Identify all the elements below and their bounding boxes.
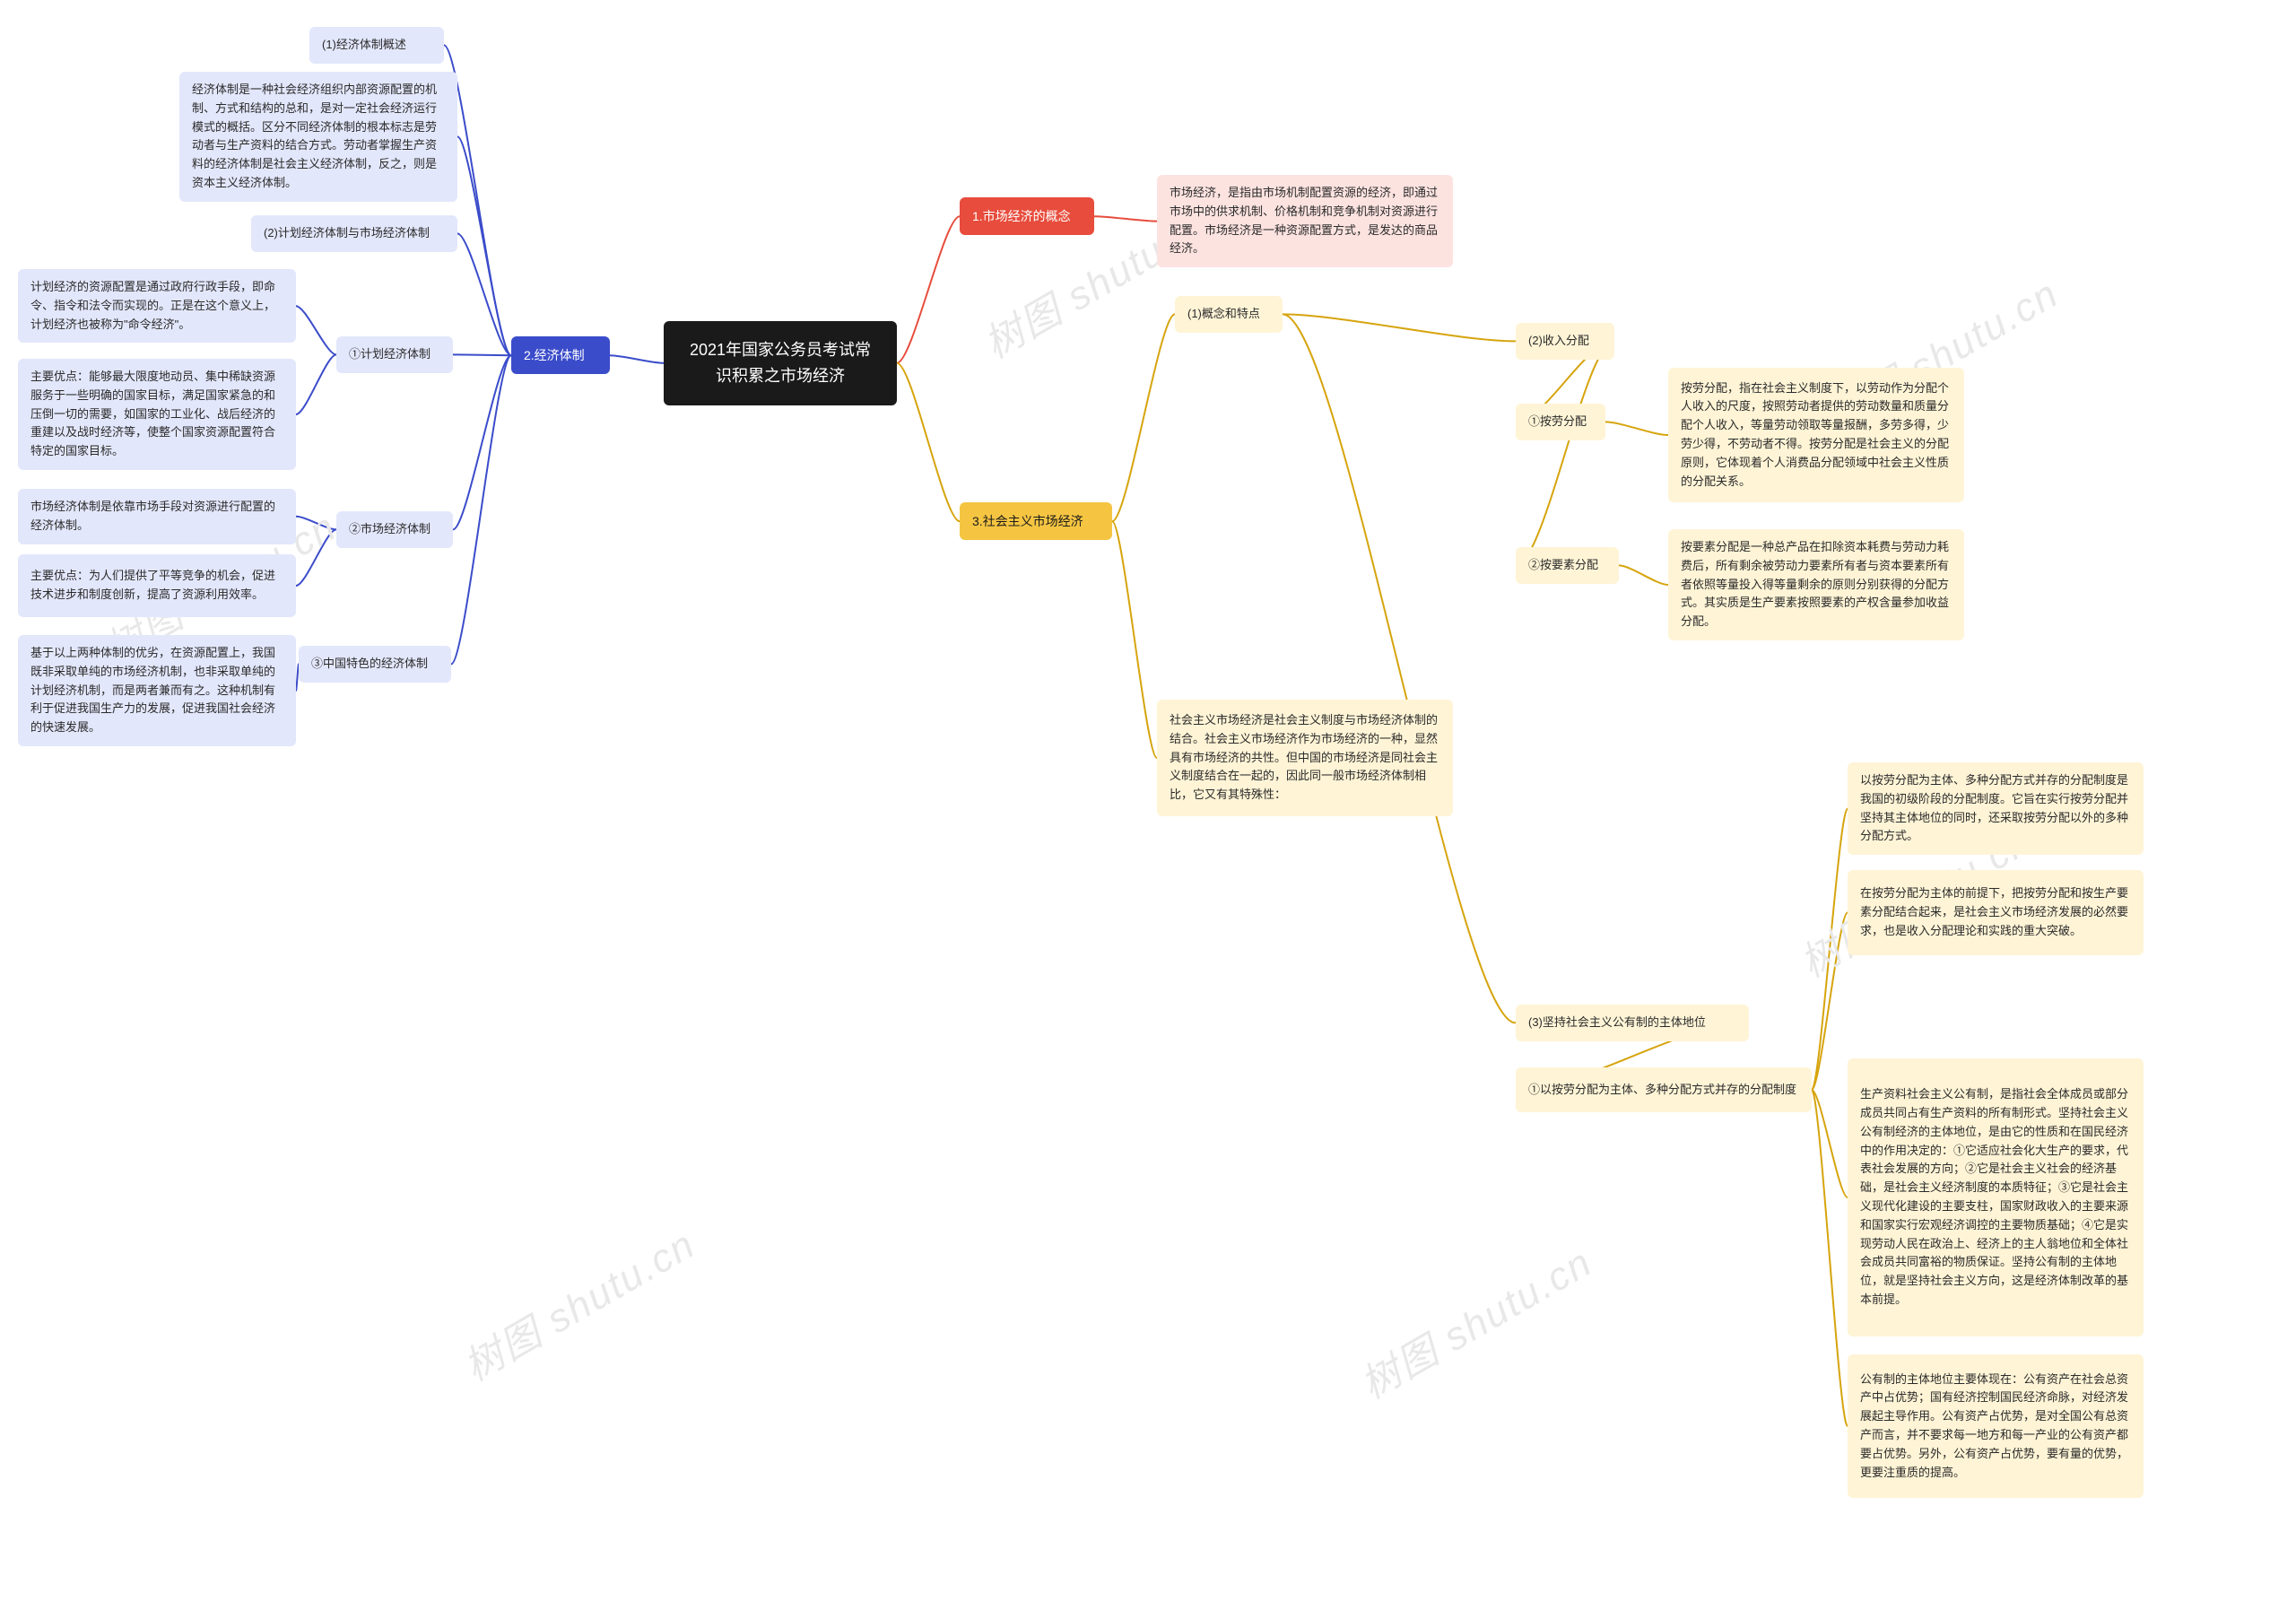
branch-1-detail: 市场经济，是指由市场机制配置资源的经济，即通过市场中的供求机制、价格机制和竞争机… — [1157, 175, 1453, 267]
b2-2: (2)计划经济体制与市场经济体制 — [251, 215, 457, 252]
y3-1-detail: 社会主义市场经济是社会主义制度与市场经济体制的结合。社会主义市场经济作为市场经济… — [1157, 700, 1453, 816]
y3-1: (1)概念和特点 — [1175, 296, 1283, 333]
y3-3: (3)坚持社会主义公有制的主体地位 — [1516, 1005, 1749, 1041]
b2-4: ②市场经济体制 — [336, 511, 453, 548]
y3-3a: ①以按劳分配为主体、多种分配方式并存的分配制度 — [1516, 1067, 1812, 1112]
b2-4a: 市场经济体制是依靠市场手段对资源进行配置的经济体制。 — [18, 489, 296, 544]
b2-5: ③中国特色的经济体制 — [299, 646, 451, 683]
y3-3a3: 生产资料社会主义公有制，是指社会全体成员或部分成员共同占有生产资料的所有制形式。… — [1848, 1058, 2144, 1336]
watermark: 树图 shutu.cn — [1348, 1231, 1601, 1410]
y3-3a1: 以按劳分配为主体、多种分配方式并存的分配制度是我国的初级阶段的分配制度。它旨在实… — [1848, 762, 2144, 855]
y3-2a-detail: 按劳分配，指在社会主义制度下，以劳动作为分配个人收入的尺度，按照劳动者提供的劳动… — [1668, 368, 1964, 502]
y3-2: (2)收入分配 — [1516, 323, 1614, 360]
branch-1-main: 1.市场经济的概念 — [960, 197, 1094, 235]
y3-2b-detail: 按要素分配是一种总产品在扣除资本耗费与劳动力耗费后，所有剩余被劳动力要素所有者与… — [1668, 529, 1964, 640]
y3-2b: ②按要素分配 — [1516, 547, 1619, 584]
watermark: 树图 shutu.cn — [451, 1213, 704, 1392]
root-node: 2021年国家公务员考试常识积累之市场经济 — [664, 321, 897, 405]
b2-5a: 基于以上两种体制的优劣，在资源配置上，我国既非采取单纯的市场经济机制，也非采取单… — [18, 635, 296, 746]
b2-1: (1)经济体制概述 — [309, 27, 444, 64]
b2-3: ①计划经济体制 — [336, 336, 453, 373]
branch-2-main: 2.经济体制 — [511, 336, 610, 374]
y3-3a4: 公有制的主体地位主要体现在：公有资产在社会总资产中占优势；国有经济控制国民经济命… — [1848, 1354, 2144, 1498]
b2-3b: 主要优点：能够最大限度地动员、集中稀缺资源服务于一些明确的国家目标，满足国家紧急… — [18, 359, 296, 470]
y3-2a: ①按劳分配 — [1516, 404, 1605, 440]
b2-1-detail: 经济体制是一种社会经济组织内部资源配置的机制、方式和结构的总和，是对一定社会经济… — [179, 72, 457, 202]
branch-3-main: 3.社会主义市场经济 — [960, 502, 1112, 540]
b2-3a: 计划经济的资源配置是通过政府行政手段，即命令、指令和法令而实现的。正是在这个意义… — [18, 269, 296, 343]
b2-4b: 主要优点：为人们提供了平等竞争的机会，促进技术进步和制度创新，提高了资源利用效率… — [18, 554, 296, 617]
y3-3a2: 在按劳分配为主体的前提下，把按劳分配和按生产要素分配结合起来，是社会主义市场经济… — [1848, 870, 2144, 955]
